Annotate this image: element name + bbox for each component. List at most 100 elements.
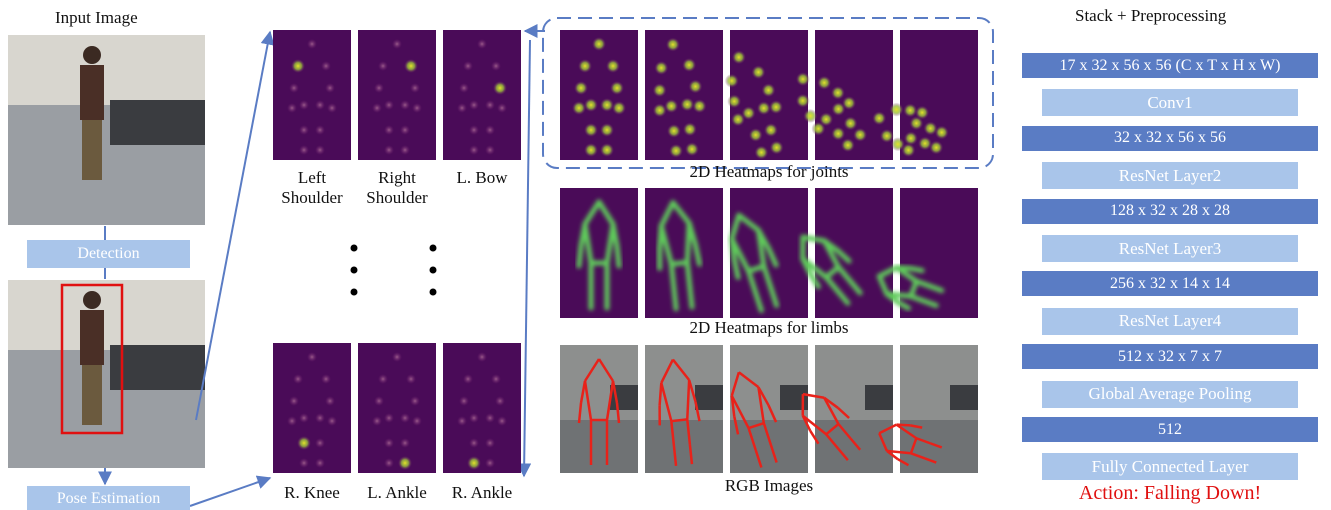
tile-background: [815, 188, 893, 318]
joint-blob: [572, 101, 586, 115]
photo-desk: [110, 100, 205, 145]
joint-blob: [584, 98, 598, 112]
person-body: [80, 310, 104, 365]
joint-blob: [584, 123, 598, 137]
joint-blob: [378, 374, 388, 384]
joint-blob: [497, 103, 507, 113]
tensor-shape: 32 x 32 x 56 x 56: [1022, 126, 1318, 151]
tensor-shape: 256 x 32 x 14 x 14: [1022, 271, 1318, 296]
joint-blob: [469, 125, 479, 135]
frame-floor: [560, 420, 638, 473]
limb-heatmap-frame: [730, 188, 808, 318]
joint-blob: [289, 83, 299, 93]
person-body: [80, 65, 104, 120]
joint-blob: [410, 83, 420, 93]
joint-blob: [654, 61, 668, 75]
joint-blob: [400, 125, 410, 135]
person-legs: [82, 365, 102, 425]
joint-heatmap-frame: [725, 30, 808, 160]
limb: [887, 294, 911, 296]
joint-heatmap-frame: [560, 30, 638, 160]
tile-background: [358, 30, 436, 160]
limb-heatmap-frame: [560, 188, 638, 318]
tile-background: [815, 30, 893, 160]
joint-heatmap: [358, 30, 436, 160]
rgb-frame: [803, 345, 893, 473]
joint-blob: [392, 352, 402, 362]
joint-blob: [327, 416, 337, 426]
joint-blob: [761, 83, 775, 97]
limb: [674, 289, 676, 309]
person-legs: [82, 120, 102, 180]
frame-floor: [730, 420, 808, 473]
heatmap-label: Right Shoulder: [357, 168, 437, 208]
joint-blob: [384, 413, 394, 423]
rgb-frame: [879, 345, 978, 473]
person-head: [83, 46, 101, 64]
joint-blob: [372, 103, 382, 113]
joint-blob: [469, 145, 479, 155]
joint-blob: [315, 438, 325, 448]
limb: [910, 268, 922, 270]
joint-blob: [757, 101, 771, 115]
joint-blob: [578, 59, 592, 73]
joint-blob: [325, 83, 335, 93]
skeleton-limb: [671, 419, 687, 421]
joint-blob: [469, 413, 479, 423]
joint-heatmap-frame: [796, 30, 893, 160]
frame-floor: [645, 420, 723, 473]
joint-blob: [495, 396, 505, 406]
heatmap-label: R. Ankle: [442, 483, 522, 503]
photo-wall: [8, 280, 205, 350]
figure: Input Image Detection Pose Estimation St…: [0, 0, 1331, 510]
rgb-frame: [645, 345, 723, 473]
joint-blob: [299, 413, 309, 423]
joint-blob: [841, 138, 855, 152]
arrow: [524, 40, 530, 476]
network-title: Stack + Preprocessing: [1075, 6, 1226, 26]
joint-blob: [485, 438, 495, 448]
joint-blob: [584, 143, 598, 157]
joint-blob: [803, 109, 817, 123]
joint-blob: [410, 396, 420, 406]
network-layer: ResNet Layer4: [1042, 308, 1298, 335]
joint-blob: [321, 374, 331, 384]
joint-blob: [843, 116, 857, 130]
limb: [687, 223, 689, 262]
joint-blob: [853, 128, 867, 142]
limb-heatmap-frame: [879, 188, 978, 318]
joint-blob: [463, 61, 473, 71]
joint-blob: [688, 79, 702, 93]
joint-blob: [315, 145, 325, 155]
tile-background: [358, 343, 436, 473]
tensor-shape: 512: [1022, 417, 1318, 442]
joint-blob: [315, 100, 325, 110]
joint-blob: [299, 145, 309, 155]
network-layer: Conv1: [1042, 89, 1298, 116]
tile-background: [645, 188, 723, 318]
network-layer: Global Average Pooling: [1042, 381, 1298, 408]
joint-heatmap: [273, 30, 351, 160]
joint-blob: [400, 413, 410, 423]
joint-heatmap: [443, 30, 521, 160]
joint-blob: [321, 61, 331, 71]
joint-blob: [384, 438, 394, 448]
arrow: [196, 32, 270, 420]
joint-blob: [315, 125, 325, 135]
joint-blob: [669, 144, 683, 158]
joint-blob: [600, 123, 614, 137]
joint-blob: [398, 456, 412, 470]
joint-blob: [666, 38, 680, 52]
joint-blob: [412, 416, 422, 426]
joint-blob: [291, 59, 305, 73]
joint-blob: [485, 458, 495, 468]
joint-blob: [682, 58, 696, 72]
joint-blob: [491, 61, 501, 71]
ellipsis: [351, 245, 437, 296]
joint-blob: [491, 374, 501, 384]
joint-blob: [467, 456, 481, 470]
joint-blob: [297, 436, 311, 450]
joint-blob: [904, 131, 918, 145]
tensor-shape: 128 x 32 x 28 x 28: [1022, 199, 1318, 224]
frame-desk: [950, 385, 978, 410]
